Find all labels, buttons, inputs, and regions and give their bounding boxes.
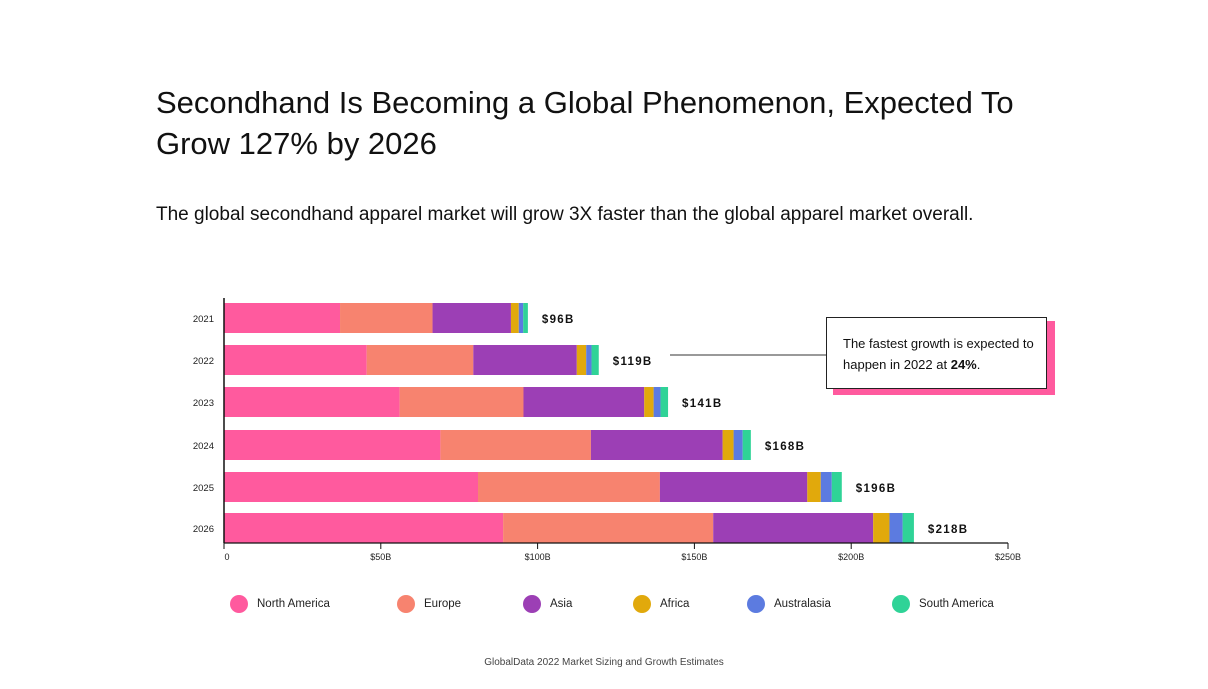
x-tick-label-150: $150B bbox=[681, 552, 707, 562]
legend-dot-icon bbox=[892, 595, 910, 613]
bar-segment-south-america-2023 bbox=[660, 387, 669, 417]
total-label-2024: $168B bbox=[765, 441, 805, 453]
legend-item-africa: Africa bbox=[633, 595, 689, 613]
legend-item-north-america: North America bbox=[230, 595, 330, 613]
bar-segment-asia-2025 bbox=[659, 472, 808, 502]
legend-dot-icon bbox=[747, 595, 765, 613]
bar-segment-north-america-2022 bbox=[224, 345, 367, 375]
y-tick-label-2026: 2026 bbox=[193, 524, 214, 535]
legend-dot-icon bbox=[397, 595, 415, 613]
bar-segment-north-america-2021 bbox=[224, 303, 341, 333]
bar-segment-asia-2022 bbox=[473, 345, 577, 375]
total-label-2026: $218B bbox=[928, 524, 968, 536]
bar-segment-south-america-2024 bbox=[742, 430, 751, 460]
chart-subtitle: The global secondhand apparel market wil… bbox=[156, 204, 974, 225]
callout-text: The fastest growth is expected to happen… bbox=[843, 336, 1034, 372]
legend-dot-icon bbox=[523, 595, 541, 613]
bar-segment-europe-2021 bbox=[340, 303, 433, 333]
bar-segment-africa-2021 bbox=[510, 303, 519, 333]
y-tick-label-2025: 2025 bbox=[193, 483, 214, 494]
x-tick-label-50: $50B bbox=[370, 552, 391, 562]
legend-item-europe: Europe bbox=[397, 595, 461, 613]
x-tick-label-250: $250B bbox=[995, 552, 1021, 562]
bar-segment-australasia-2021 bbox=[518, 303, 524, 333]
bar-segment-asia-2026 bbox=[713, 513, 874, 543]
legend-item-australasia: Australasia bbox=[747, 595, 831, 613]
bar-segment-north-america-2023 bbox=[224, 387, 400, 417]
growth-callout: The fastest growth is expected to happen… bbox=[826, 317, 1047, 389]
legend-label: North America bbox=[257, 598, 330, 610]
bar-segment-australasia-2023 bbox=[653, 387, 661, 417]
total-label-2022: $119B bbox=[613, 356, 653, 368]
bar-segment-africa-2025 bbox=[807, 472, 821, 502]
legend-label: Asia bbox=[550, 598, 573, 610]
bar-segment-north-america-2025 bbox=[224, 472, 479, 502]
legend-item-asia: Asia bbox=[523, 595, 572, 613]
y-tick-label-2022: 2022 bbox=[193, 356, 214, 367]
bar-segment-australasia-2024 bbox=[733, 430, 743, 460]
legend-label: Europe bbox=[424, 598, 462, 610]
bar-segment-europe-2023 bbox=[399, 387, 524, 417]
y-tick-label-2021: 2021 bbox=[193, 314, 214, 325]
bar-segment-asia-2024 bbox=[590, 430, 723, 460]
bar-segment-australasia-2022 bbox=[586, 345, 592, 375]
source-note: GlobalData 2022 Market Sizing and Growth… bbox=[484, 657, 724, 668]
y-tick-label-2024: 2024 bbox=[193, 441, 214, 452]
total-label-2025: $196B bbox=[856, 483, 896, 495]
bar-segment-europe-2022 bbox=[366, 345, 474, 375]
bar-segment-asia-2021 bbox=[432, 303, 511, 333]
legend-dot-icon bbox=[633, 595, 651, 613]
bar-segment-south-america-2025 bbox=[831, 472, 842, 502]
bar-segment-south-america-2026 bbox=[902, 513, 914, 543]
legend-dot-icon bbox=[230, 595, 248, 613]
callout-highlight: 24% bbox=[950, 357, 977, 372]
bar-segment-africa-2026 bbox=[873, 513, 890, 543]
bar-segment-north-america-2026 bbox=[224, 513, 504, 543]
total-label-2021: $96B bbox=[542, 314, 575, 326]
bar-segment-europe-2025 bbox=[478, 472, 660, 502]
bar-segment-europe-2024 bbox=[440, 430, 591, 460]
bar-segment-australasia-2026 bbox=[889, 513, 903, 543]
bar-segment-north-america-2024 bbox=[224, 430, 441, 460]
y-tick-label-2023: 2023 bbox=[193, 398, 214, 409]
bar-segment-asia-2023 bbox=[523, 387, 645, 417]
chart-title: Secondhand Is Becoming a Global Phenomen… bbox=[156, 85, 1014, 161]
bar-segment-africa-2024 bbox=[722, 430, 734, 460]
x-tick-label-0: 0 bbox=[224, 552, 229, 562]
bar-segment-south-america-2021 bbox=[523, 303, 528, 333]
bar-segment-africa-2022 bbox=[576, 345, 587, 375]
legend-item-south-america: South America bbox=[892, 595, 994, 613]
x-tick-label-200: $200B bbox=[838, 552, 864, 562]
bar-segment-europe-2026 bbox=[503, 513, 714, 543]
bar-segment-australasia-2025 bbox=[820, 472, 832, 502]
legend-label: Africa bbox=[660, 598, 690, 610]
legend-label: South America bbox=[919, 598, 994, 610]
x-tick-label-100: $100B bbox=[525, 552, 551, 562]
callout-text-end: . bbox=[976, 357, 981, 372]
legend-label: Australasia bbox=[774, 598, 831, 610]
total-label-2023: $141B bbox=[682, 398, 722, 410]
bar-segment-south-america-2022 bbox=[591, 345, 599, 375]
bar-segment-africa-2023 bbox=[644, 387, 654, 417]
